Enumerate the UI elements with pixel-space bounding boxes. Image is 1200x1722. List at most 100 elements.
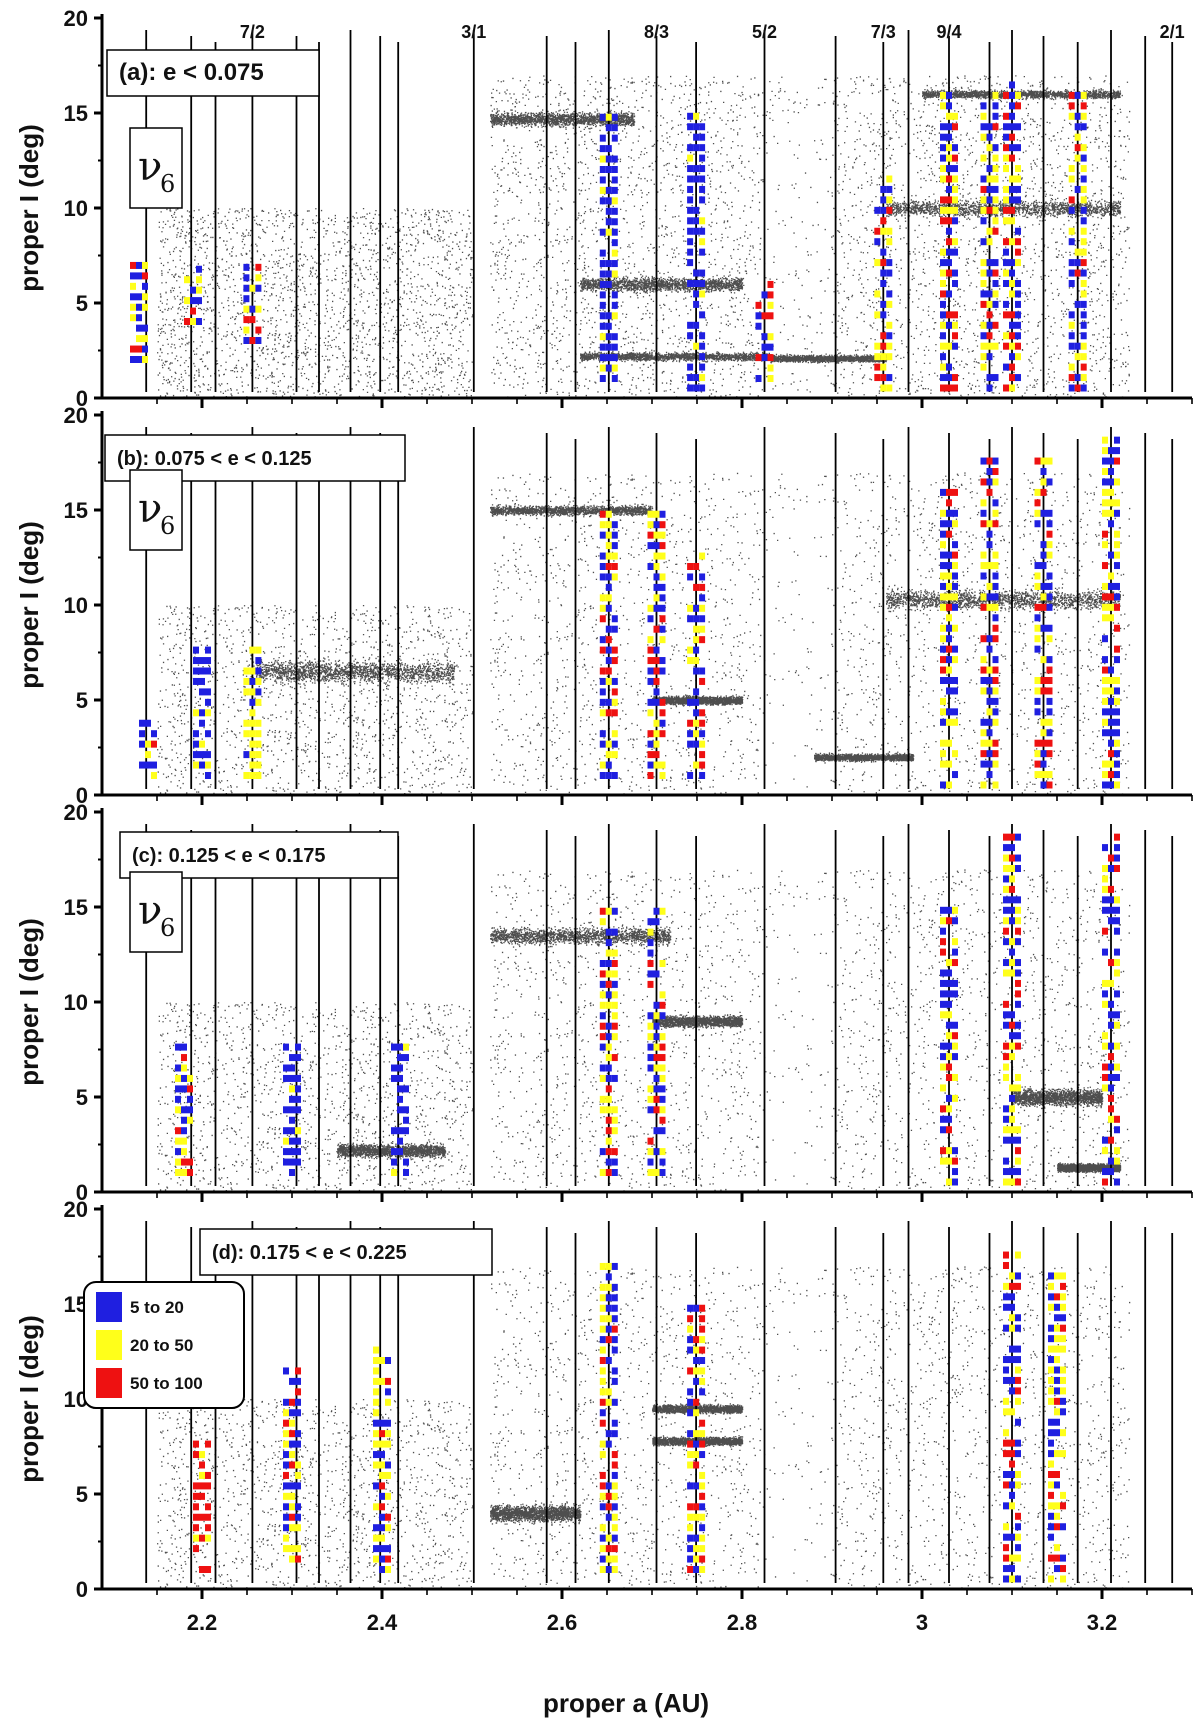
frequency-cell (880, 269, 887, 277)
frequency-cell (659, 1127, 666, 1135)
frequency-cell (940, 384, 946, 392)
frequency-cell (1003, 363, 1009, 371)
frequency-cell (1034, 603, 1041, 611)
frequency-cell (139, 719, 145, 727)
frequency-cell (611, 677, 618, 685)
frequency-cell (647, 1158, 654, 1166)
frequency-cell (952, 488, 958, 496)
frequency-cell (599, 709, 606, 717)
frequency-cell (659, 698, 666, 706)
frequency-cell (1009, 1491, 1015, 1499)
frequency-cell (687, 1503, 694, 1511)
frequency-cell (249, 709, 256, 717)
frequency-cell (980, 175, 987, 183)
frequency-cell (1015, 374, 1021, 382)
frequency-cell (249, 677, 256, 685)
frequency-cell (687, 206, 694, 214)
frequency-cell (647, 604, 654, 612)
frequency-cell (992, 562, 999, 570)
frequency-cell (653, 719, 660, 727)
frequency-cell (1054, 1471, 1060, 1478)
frequency-cell (385, 1357, 391, 1364)
frequency-cell (1080, 238, 1087, 246)
frequency-cell (647, 1043, 654, 1051)
frequency-cell (653, 1085, 660, 1093)
frequency-cell (699, 238, 706, 246)
frequency-cell (659, 531, 666, 539)
frequency-cell (1054, 1565, 1060, 1573)
frequency-cell (283, 1482, 289, 1490)
frequency-cell (980, 238, 987, 246)
frequency-cell (1108, 917, 1114, 925)
frequency-cell (946, 969, 952, 977)
frequency-cell (1068, 165, 1075, 173)
frequency-cell (130, 261, 136, 269)
frequency-cell (599, 1001, 606, 1009)
frequency-cell (1048, 1575, 1054, 1583)
frequency-cell (193, 709, 199, 717)
frequency-cell (874, 227, 881, 235)
frequency-cell (1054, 1523, 1060, 1531)
frequency-cell (687, 321, 694, 329)
resonance-label: 2/1 (1160, 22, 1185, 42)
frequency-cell (599, 1503, 606, 1511)
frequency-cell (1009, 1314, 1015, 1322)
frequency-cell (611, 1398, 618, 1406)
frequency-cell (986, 196, 993, 204)
frequency-cell (1114, 1115, 1120, 1123)
frequency-cell (1040, 677, 1047, 684)
frequency-cell (980, 206, 987, 214)
frequency-cell (940, 1126, 946, 1134)
frequency-cell (599, 1315, 606, 1323)
frequency-cell (980, 269, 987, 277)
frequency-cell (693, 1430, 700, 1438)
frequency-cell (946, 1157, 952, 1165)
frequency-cell (940, 697, 946, 705)
frequency-cell (874, 206, 881, 214)
frequency-cell (1114, 990, 1120, 998)
frequency-cell (1060, 1345, 1066, 1353)
frequency-cell (1054, 1408, 1060, 1416)
frequency-cell (1114, 624, 1120, 632)
frequency-cell (205, 688, 211, 696)
legend-entry-label: 50 to 100 (130, 1374, 203, 1393)
frequency-cell (699, 604, 706, 612)
frequency-cell (952, 541, 958, 549)
frequency-cell (874, 290, 881, 298)
frequency-cell (653, 1043, 660, 1051)
frequency-cell (1009, 1502, 1015, 1510)
frequency-cell (761, 354, 768, 362)
frequency-cell (946, 614, 952, 622)
frequency-cell (980, 133, 987, 141)
frequency-cell (611, 1012, 618, 1020)
frequency-cell (986, 175, 993, 183)
frequency-cell (205, 772, 211, 779)
frequency-cell (1046, 697, 1053, 705)
frequency-cell (379, 1534, 385, 1542)
frequency-cell (1114, 729, 1120, 737)
nu6-label: ν (138, 144, 162, 190)
frequency-cell (1074, 300, 1081, 308)
frequency-cell (767, 354, 774, 362)
frequency-cell (1015, 1439, 1021, 1447)
frequency-cell (980, 509, 987, 517)
frequency-cell (1068, 91, 1075, 99)
frequency-cell (373, 1555, 379, 1563)
frequency-cell (693, 688, 700, 696)
frequency-cell (255, 337, 262, 344)
frequency-cell (1102, 875, 1108, 883)
frequency-cell (653, 583, 660, 591)
frequency-cell (693, 1503, 700, 1511)
frequency-cell (1003, 1168, 1009, 1176)
frequency-cell (693, 1451, 700, 1459)
frequency-cell (1003, 1000, 1009, 1008)
frequency-cell (687, 185, 694, 193)
frequency-cell (992, 185, 999, 193)
frequency-cell (599, 1346, 606, 1354)
frequency-cell (190, 297, 196, 305)
frequency-cell (946, 624, 952, 632)
frequency-cell (611, 186, 618, 194)
frequency-cell (295, 1054, 301, 1062)
frequency-cell (1015, 1324, 1021, 1332)
frequency-cell (403, 1106, 409, 1114)
